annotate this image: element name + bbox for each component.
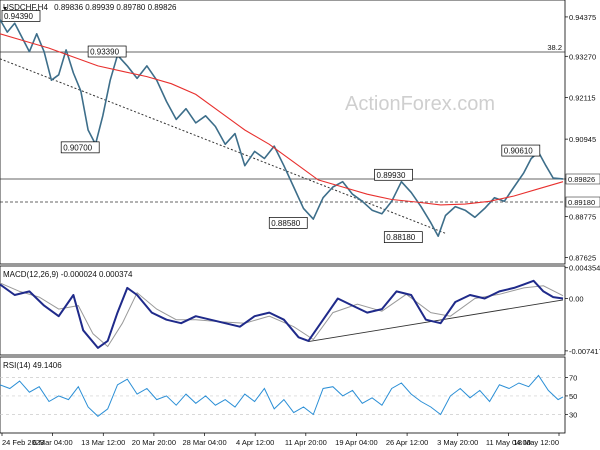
price-annotation: 0.90700 bbox=[60, 141, 100, 154]
rsi-line bbox=[0, 374, 564, 417]
price-tag-label: 0.89826 bbox=[568, 175, 595, 184]
price-annotation: 0.94390 bbox=[1, 10, 41, 22]
x-tick-label: 6 Mar 04:00 bbox=[33, 438, 73, 447]
price-annotation: 0.93390 bbox=[87, 45, 127, 58]
price-annotation-box bbox=[60, 141, 100, 154]
x-tick-label: 18 May 12:00 bbox=[514, 438, 559, 447]
price-annotation-box bbox=[1, 10, 41, 22]
price-y-tick-label: 0.92115 bbox=[569, 93, 596, 102]
symbol-label-text: USDCHF,H4 bbox=[3, 3, 48, 12]
macd-y-tick-label: -0.007417 bbox=[569, 347, 600, 356]
price-annotation-label: 0.90610 bbox=[504, 147, 533, 156]
price-y-tick-label: 0.88775 bbox=[569, 212, 596, 221]
price-annotation-label: 0.90700 bbox=[63, 143, 92, 152]
macd-trendline bbox=[308, 299, 564, 343]
rsi-title: RSI(14) 49.1406 bbox=[3, 361, 62, 370]
watermark: ActionForex.com bbox=[345, 93, 495, 115]
x-tick-label: 11 May 04:00 bbox=[486, 438, 531, 447]
price-annotation-box bbox=[501, 144, 541, 157]
price-annotation-label: 0.88180 bbox=[386, 233, 415, 242]
x-tick-label: 24 Feb 2023 bbox=[2, 438, 44, 447]
price-annotation-box bbox=[374, 168, 413, 181]
rsi-y-tick-label: 30 bbox=[569, 410, 577, 419]
price-annotation: 0.88180 bbox=[383, 231, 423, 243]
macd-signal-line bbox=[0, 282, 564, 348]
price-annotation: 0.88580 bbox=[268, 217, 308, 229]
price-annotation-label: 0.93390 bbox=[90, 48, 119, 57]
price-annotation-label: 0.94390 bbox=[4, 12, 33, 21]
macd-panel: 0.004354 0.00 -0.007417 MACD(12,26,9) -0.0… bbox=[0, 264, 600, 356]
price-annotation-label: 0.89930 bbox=[377, 171, 406, 180]
price-panel: ActionForex.com 38.2 0.94375 0.93270 0.921… bbox=[0, 0, 600, 265]
price-annotation: 0.90610 bbox=[501, 144, 541, 157]
x-tick-label: 26 Apr 12:00 bbox=[386, 438, 429, 447]
macd-panel-frame bbox=[0, 265, 566, 356]
price-tag-box bbox=[565, 173, 600, 185]
fib-level-label: 38.2 bbox=[547, 43, 562, 52]
macd-line bbox=[0, 279, 564, 349]
macd-y-tick-label: 0.00 bbox=[569, 294, 584, 303]
macd-y-tick-label: 0.004354 bbox=[569, 264, 600, 273]
x-tick-label: 11 Apr 20:00 bbox=[285, 438, 327, 447]
price-tag-label: 0.89180 bbox=[568, 198, 595, 207]
x-tick-label: 13 Mar 12:00 bbox=[81, 438, 125, 447]
ohlc-values: 0.89836 0.89939 0.89780 0.89826 bbox=[54, 3, 177, 12]
price-tag-box bbox=[565, 196, 600, 208]
price-annotation-box bbox=[268, 217, 308, 229]
price-annotation-label: 0.88580 bbox=[271, 219, 300, 228]
price-series-line bbox=[0, 19, 564, 237]
rsi-y-tick-label: 50 bbox=[569, 392, 577, 401]
rsi-y-tick-label: 70 bbox=[569, 373, 577, 382]
x-tick-label: 3 May 20:00 bbox=[437, 438, 478, 447]
collapse-triangle-icon[interactable] bbox=[3, 7, 7, 10]
symbol-label: USDCHF,H4 0.89836 0.89939 0.89780 0.8982… bbox=[3, 3, 177, 12]
x-tick-label: 28 Mar 04:00 bbox=[182, 438, 226, 447]
price-y-tick-label: 0.87625 bbox=[569, 253, 596, 262]
price-annotation-box bbox=[383, 231, 423, 243]
price-annotation: 0.89930 bbox=[374, 168, 413, 181]
price-annotation-box bbox=[87, 45, 127, 58]
rsi-panel: 70 50 30 RSI(14) 49.1406 bbox=[0, 356, 577, 434]
macd-title: MACD(12,26,9) -0.000024 0.000374 bbox=[3, 270, 133, 279]
moving-average-line bbox=[0, 33, 564, 206]
price-y-tick-label: 0.90945 bbox=[569, 135, 596, 144]
rsi-panel-frame bbox=[0, 356, 566, 434]
price-panel-frame bbox=[0, 0, 566, 265]
x-tick-label: 4 Apr 12:00 bbox=[236, 438, 274, 447]
price-y-tick-label: 0.94375 bbox=[569, 13, 596, 22]
price-y-tick-label: 0.93270 bbox=[569, 52, 596, 61]
x-tick-label: 20 Mar 20:00 bbox=[132, 438, 176, 447]
x-tick-label: 19 Apr 04:00 bbox=[335, 438, 378, 447]
